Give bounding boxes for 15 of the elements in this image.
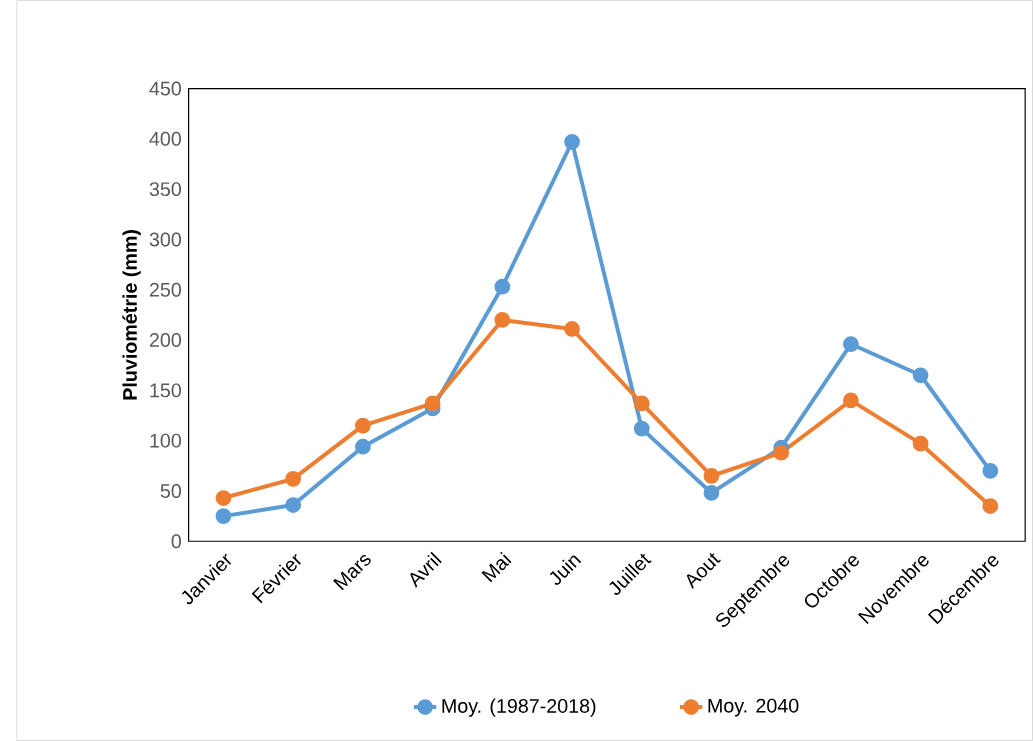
y-tick-label: 250 — [149, 282, 181, 297]
y-tick-label: 300 — [149, 232, 181, 247]
y-tick-label: 200 — [149, 333, 181, 348]
y-tick-label: 350 — [149, 182, 181, 197]
legend-label: Moy. 2040 — [708, 698, 799, 717]
y-tick-label: 450 — [149, 81, 181, 96]
y-tick-label: 100 — [150, 433, 181, 448]
y-tick-label: 50 — [160, 483, 181, 498]
x-tick-label: Mai — [481, 551, 512, 583]
legend-label: Moy. (1987-2018) — [442, 698, 596, 717]
y-tick-label: 150 — [150, 383, 181, 398]
y-axis-title: Pluviométrie (mm) — [122, 230, 141, 400]
y-tick-label: 400 — [149, 131, 181, 146]
x-tick-label: Juin — [549, 555, 582, 585]
y-tick-label: 0 — [171, 534, 182, 549]
